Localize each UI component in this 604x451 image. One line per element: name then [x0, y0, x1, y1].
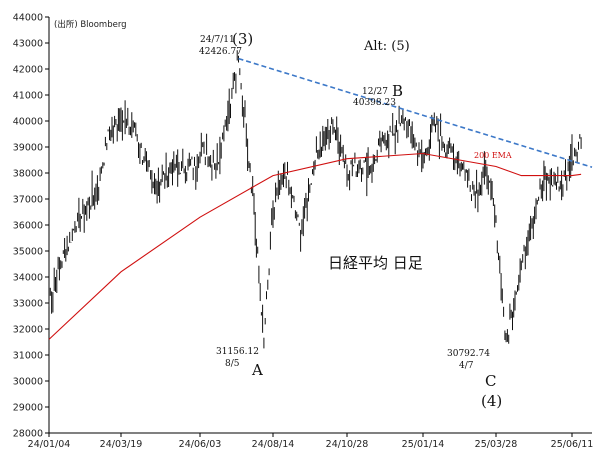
a-value-label: 31156.12: [216, 347, 259, 357]
y-tick-label: 29000: [13, 403, 43, 414]
y-tick-label: 41000: [13, 91, 43, 102]
b-value-label: 40398.23: [353, 98, 396, 108]
y-tick-label: 30000: [13, 377, 43, 388]
y-tick-label: 38000: [13, 169, 43, 180]
y-tick-label: 44000: [13, 13, 43, 24]
y-tick-label: 32000: [13, 325, 43, 336]
y-tick-label: 37000: [13, 195, 43, 206]
peak-value-label: 42426.77: [199, 47, 242, 57]
wave-3-label: (3): [232, 30, 253, 48]
y-tick-label: 35000: [13, 247, 43, 258]
wave-c-label: C: [485, 372, 496, 390]
y-tick-label: 33000: [13, 299, 43, 310]
wave-4-label: (4): [481, 392, 502, 410]
x-tick-label: 24/06/03: [179, 439, 222, 450]
y-tick-label: 34000: [13, 273, 43, 284]
x-tick-label: 24/03/19: [100, 439, 143, 450]
trendline: [238, 57, 593, 168]
peak-date-label: 24/7/11: [200, 35, 235, 45]
y-tick-label: 39000: [13, 143, 43, 154]
x-tick-label: 25/03/28: [475, 439, 518, 450]
wave-b-label: B: [392, 82, 403, 100]
c-date-label: 4/7: [459, 361, 474, 371]
price-bars: [48, 50, 582, 349]
y-tick-label: 42000: [13, 65, 43, 76]
y-tick-label: 43000: [13, 39, 43, 50]
ema-label: 200 EMA: [474, 151, 512, 160]
y-tick-label: 36000: [13, 221, 43, 232]
y-tick-label: 31000: [13, 351, 43, 362]
source-label: (出所) Bloomberg: [54, 19, 127, 30]
a-date-label: 8/5: [225, 359, 240, 369]
x-tick-label: 25/06/11: [551, 439, 594, 450]
chart-title: 日経平均 日足: [328, 254, 423, 272]
y-axis: 28000 29000 30000 31000 32000 33000 34000 35000…: [13, 13, 50, 440]
x-axis: 24/01/04 24/03/19 24/06/03 24/08/14 24/10/28…: [28, 432, 594, 450]
y-tick-label: 40000: [13, 117, 43, 128]
ema-line: [48, 152, 582, 340]
c-value-label: 30792.74: [447, 349, 490, 359]
y-tick-label: 28000: [13, 429, 43, 440]
x-tick-label: 24/10/28: [326, 439, 369, 450]
alt-5-label: Alt: (5): [363, 39, 410, 54]
y-ticks: 28000 29000 30000 31000 32000 33000 34000 35000…: [13, 13, 49, 440]
x-tick-label: 24/01/04: [28, 439, 71, 450]
x-tick-label: 24/08/14: [252, 439, 295, 450]
wave-a-label: A: [251, 361, 263, 379]
x-ticks: 24/01/04 24/03/19 24/06/03 24/08/14 24/10/28…: [28, 433, 594, 450]
x-tick-label: 25/01/14: [402, 439, 445, 450]
b-date-label: 12/27: [362, 87, 388, 97]
